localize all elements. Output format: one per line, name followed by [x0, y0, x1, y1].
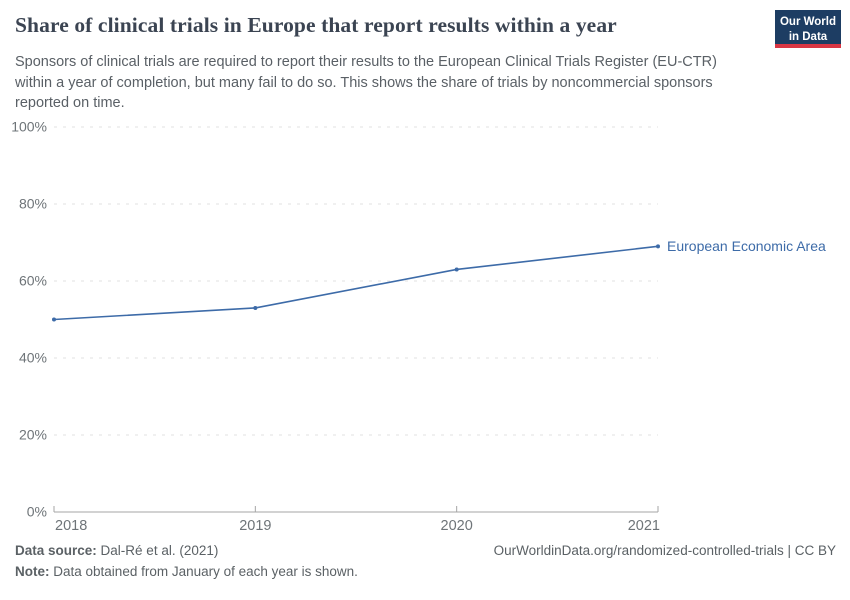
- chart-subtitle: Sponsors of clinical trials are required…: [15, 54, 717, 112]
- y-axis-label: 20%: [19, 427, 47, 443]
- x-axis-label: 2021: [628, 518, 660, 534]
- y-axis-label: 60%: [19, 273, 47, 289]
- page-title: Share of clinical trials in Europe that …: [15, 13, 617, 37]
- x-axis-label: 2020: [441, 518, 473, 534]
- data-source-line: Data source: Dal-Ré et al. (2021): [15, 540, 358, 561]
- series-line: [53, 245, 659, 321]
- logo-line2: in Data: [788, 30, 828, 43]
- owid-logo[interactable]: Our World in Data: [775, 10, 841, 48]
- data-point: [52, 317, 56, 322]
- data-source-label: Data source:: [15, 543, 97, 558]
- note-value: Data obtained from January of each year …: [53, 564, 358, 579]
- y-axis-label: 80%: [19, 196, 47, 212]
- data-point: [656, 244, 660, 249]
- note-line: Note: Data obtained from January of each…: [15, 561, 358, 582]
- data-point: [454, 267, 459, 272]
- note-label: Note:: [15, 564, 50, 579]
- canonical-link[interactable]: OurWorldinData.org/randomized-controlled…: [493, 543, 836, 558]
- x-axis-label: 2018: [55, 518, 87, 534]
- data-point: [253, 305, 258, 310]
- x-axis-label: 2019: [239, 518, 271, 534]
- logo-line1: Our World: [779, 16, 836, 28]
- y-axis-label: 40%: [19, 350, 47, 366]
- series-end-label: European Economic Area: [667, 238, 826, 254]
- data-source-value: Dal-Ré et al. (2021): [100, 543, 219, 558]
- y-axis-label: 0%: [27, 504, 47, 520]
- y-axis-label: 100%: [11, 119, 47, 135]
- line-chart-area: 0% 20% 40% 60% 80% 100% 2018 2019 2020 2021 Europe…: [11, 119, 826, 535]
- footer-left: Data source: Dal-Ré et al. (2021) Note: …: [15, 540, 358, 582]
